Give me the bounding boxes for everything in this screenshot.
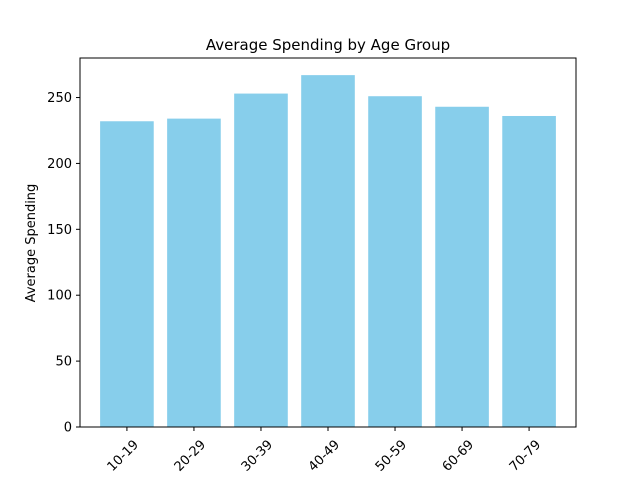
bar-20-29 xyxy=(167,118,221,427)
bar-50-59 xyxy=(368,96,422,427)
y-tick-label: 0 xyxy=(64,421,72,436)
y-tick-label: 150 xyxy=(47,223,72,238)
bar-60-69 xyxy=(435,106,489,427)
y-tick-label: 250 xyxy=(47,91,72,106)
y-tick-label: 200 xyxy=(47,157,72,172)
plot-area-frame xyxy=(79,57,577,428)
bars-group xyxy=(100,75,556,427)
y-tick-label: 50 xyxy=(55,355,72,370)
bar-70-79 xyxy=(502,115,556,427)
bar-40-49 xyxy=(301,75,355,427)
y-tick-label: 100 xyxy=(47,289,72,304)
y-axis-ticks: 0 50 100 150 200 250 xyxy=(47,91,80,436)
y-axis-label: Average Spending xyxy=(24,184,39,303)
chart-title: Average Spending by Age Group xyxy=(206,36,450,54)
bar-30-39 xyxy=(234,93,288,427)
bar-10-19 xyxy=(100,121,154,427)
